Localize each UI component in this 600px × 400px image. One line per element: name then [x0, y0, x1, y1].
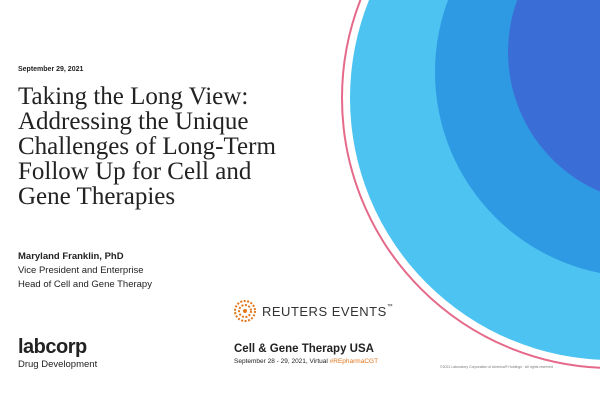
title-line: Follow Up for Cell and [18, 158, 252, 185]
sponsor-name: REUTERS EVENTS [262, 303, 387, 319]
title-line: Addressing the Unique [18, 108, 249, 135]
event: Cell & Gene Therapy USA September 28 - 2… [234, 343, 378, 365]
event-hashtag: #REpharmaCGT [329, 358, 379, 365]
event-dates: September 28 - 29, 2021, Virtual [234, 358, 328, 365]
title: Taking the Long View: Addressing the Uni… [18, 84, 276, 209]
logo-subtitle: Drug Development [18, 359, 98, 370]
circle-dark [508, 0, 600, 192]
sponsor: REUTERS EVENTS™ [234, 300, 393, 322]
trademark: ™ [386, 303, 394, 310]
presenter-role: Head of Cell and Gene Therapy [18, 279, 152, 290]
title-line: Taking the Long View: [18, 83, 249, 110]
sponsor-icon [234, 300, 256, 322]
title-line: Gene Therapies [18, 183, 176, 210]
event-details: September 28 - 29, 2021, Virtual #REphar… [234, 358, 378, 365]
outer-ring [341, 0, 600, 369]
copyright: ©2021 Laboratory Corporation of America®… [440, 365, 553, 369]
presenter: Maryland Franklin, PhD Vice President an… [18, 250, 152, 292]
presenter-name: Maryland Franklin, PhD [18, 251, 124, 262]
event-name: Cell & Gene Therapy USA [234, 343, 374, 355]
logo-brand: labcorp [18, 336, 87, 358]
date: September 29, 2021 [18, 66, 84, 73]
title-line: Challenges of Long-Term [18, 133, 276, 160]
logo: labcorp Drug Development [18, 337, 97, 370]
presenter-role: Vice President and Enterprise [18, 265, 144, 276]
